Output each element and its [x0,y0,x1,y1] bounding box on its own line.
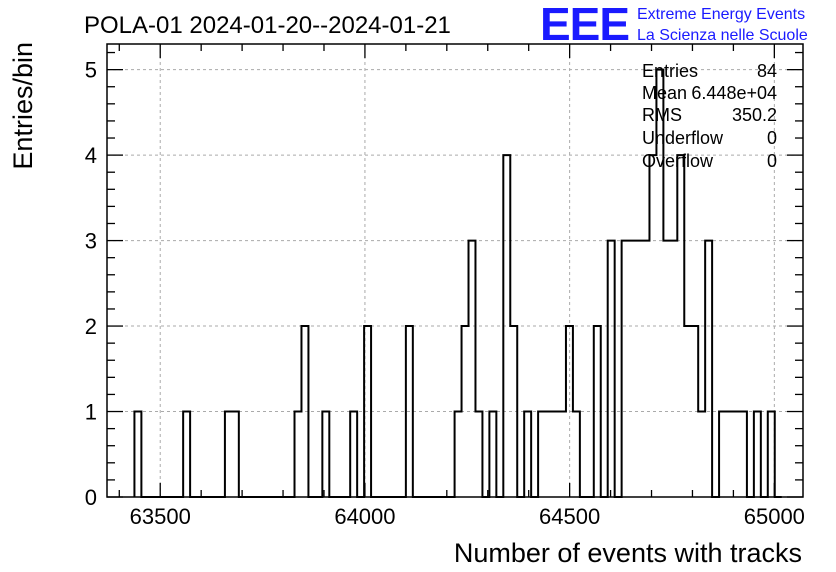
eee-logo: EEE Extreme Energy Events La Scienza nel… [540,0,808,50]
stats-underflow-value: 0 [767,128,777,148]
stats-box: Entries 84 Mean 6.448e+04 RMS 350.2 Unde… [642,61,777,171]
stats-entries-value: 84 [757,61,777,81]
stats-overflow-label: Overflow [642,151,714,171]
x-tick-label: 65000 [744,504,805,529]
chart-title: POLA-01 2024-01-20--2024-01-21 [84,12,451,39]
y-axis-label: Entries/bin [8,42,38,170]
y-tick-label: 0 [85,485,97,510]
y-tick-label: 4 [85,143,97,168]
y-tick-label: 2 [85,314,97,339]
plot-frame [106,43,804,498]
logo-mark: EEE [540,0,629,50]
stats-mean-label: Mean [642,83,687,103]
x-tick-label: 63500 [130,504,191,529]
stats-underflow-label: Underflow [642,128,724,148]
stats-mean-value: 6.448e+04 [691,83,777,103]
stats-rms-value: 350.2 [732,105,777,125]
y-tick-label: 1 [85,400,97,425]
axis-ticks [107,44,803,498]
logo-line-1: Extreme Energy Events [637,6,805,23]
x-tick-label: 64500 [539,504,600,529]
axis-tick-labels: 63500 64000 64500 65000 0 1 2 3 4 5 [85,58,805,529]
stats-overflow-value: 0 [767,151,777,171]
x-axis-label: Number of events with tracks [454,538,802,568]
y-tick-label: 3 [85,229,97,254]
stats-rms-label: RMS [642,105,682,125]
stats-entries-label: Entries [642,61,698,81]
x-tick-label: 64000 [334,504,395,529]
y-tick-label: 5 [85,58,97,83]
logo-line-2: La Scienza nelle Scuole [637,27,808,44]
